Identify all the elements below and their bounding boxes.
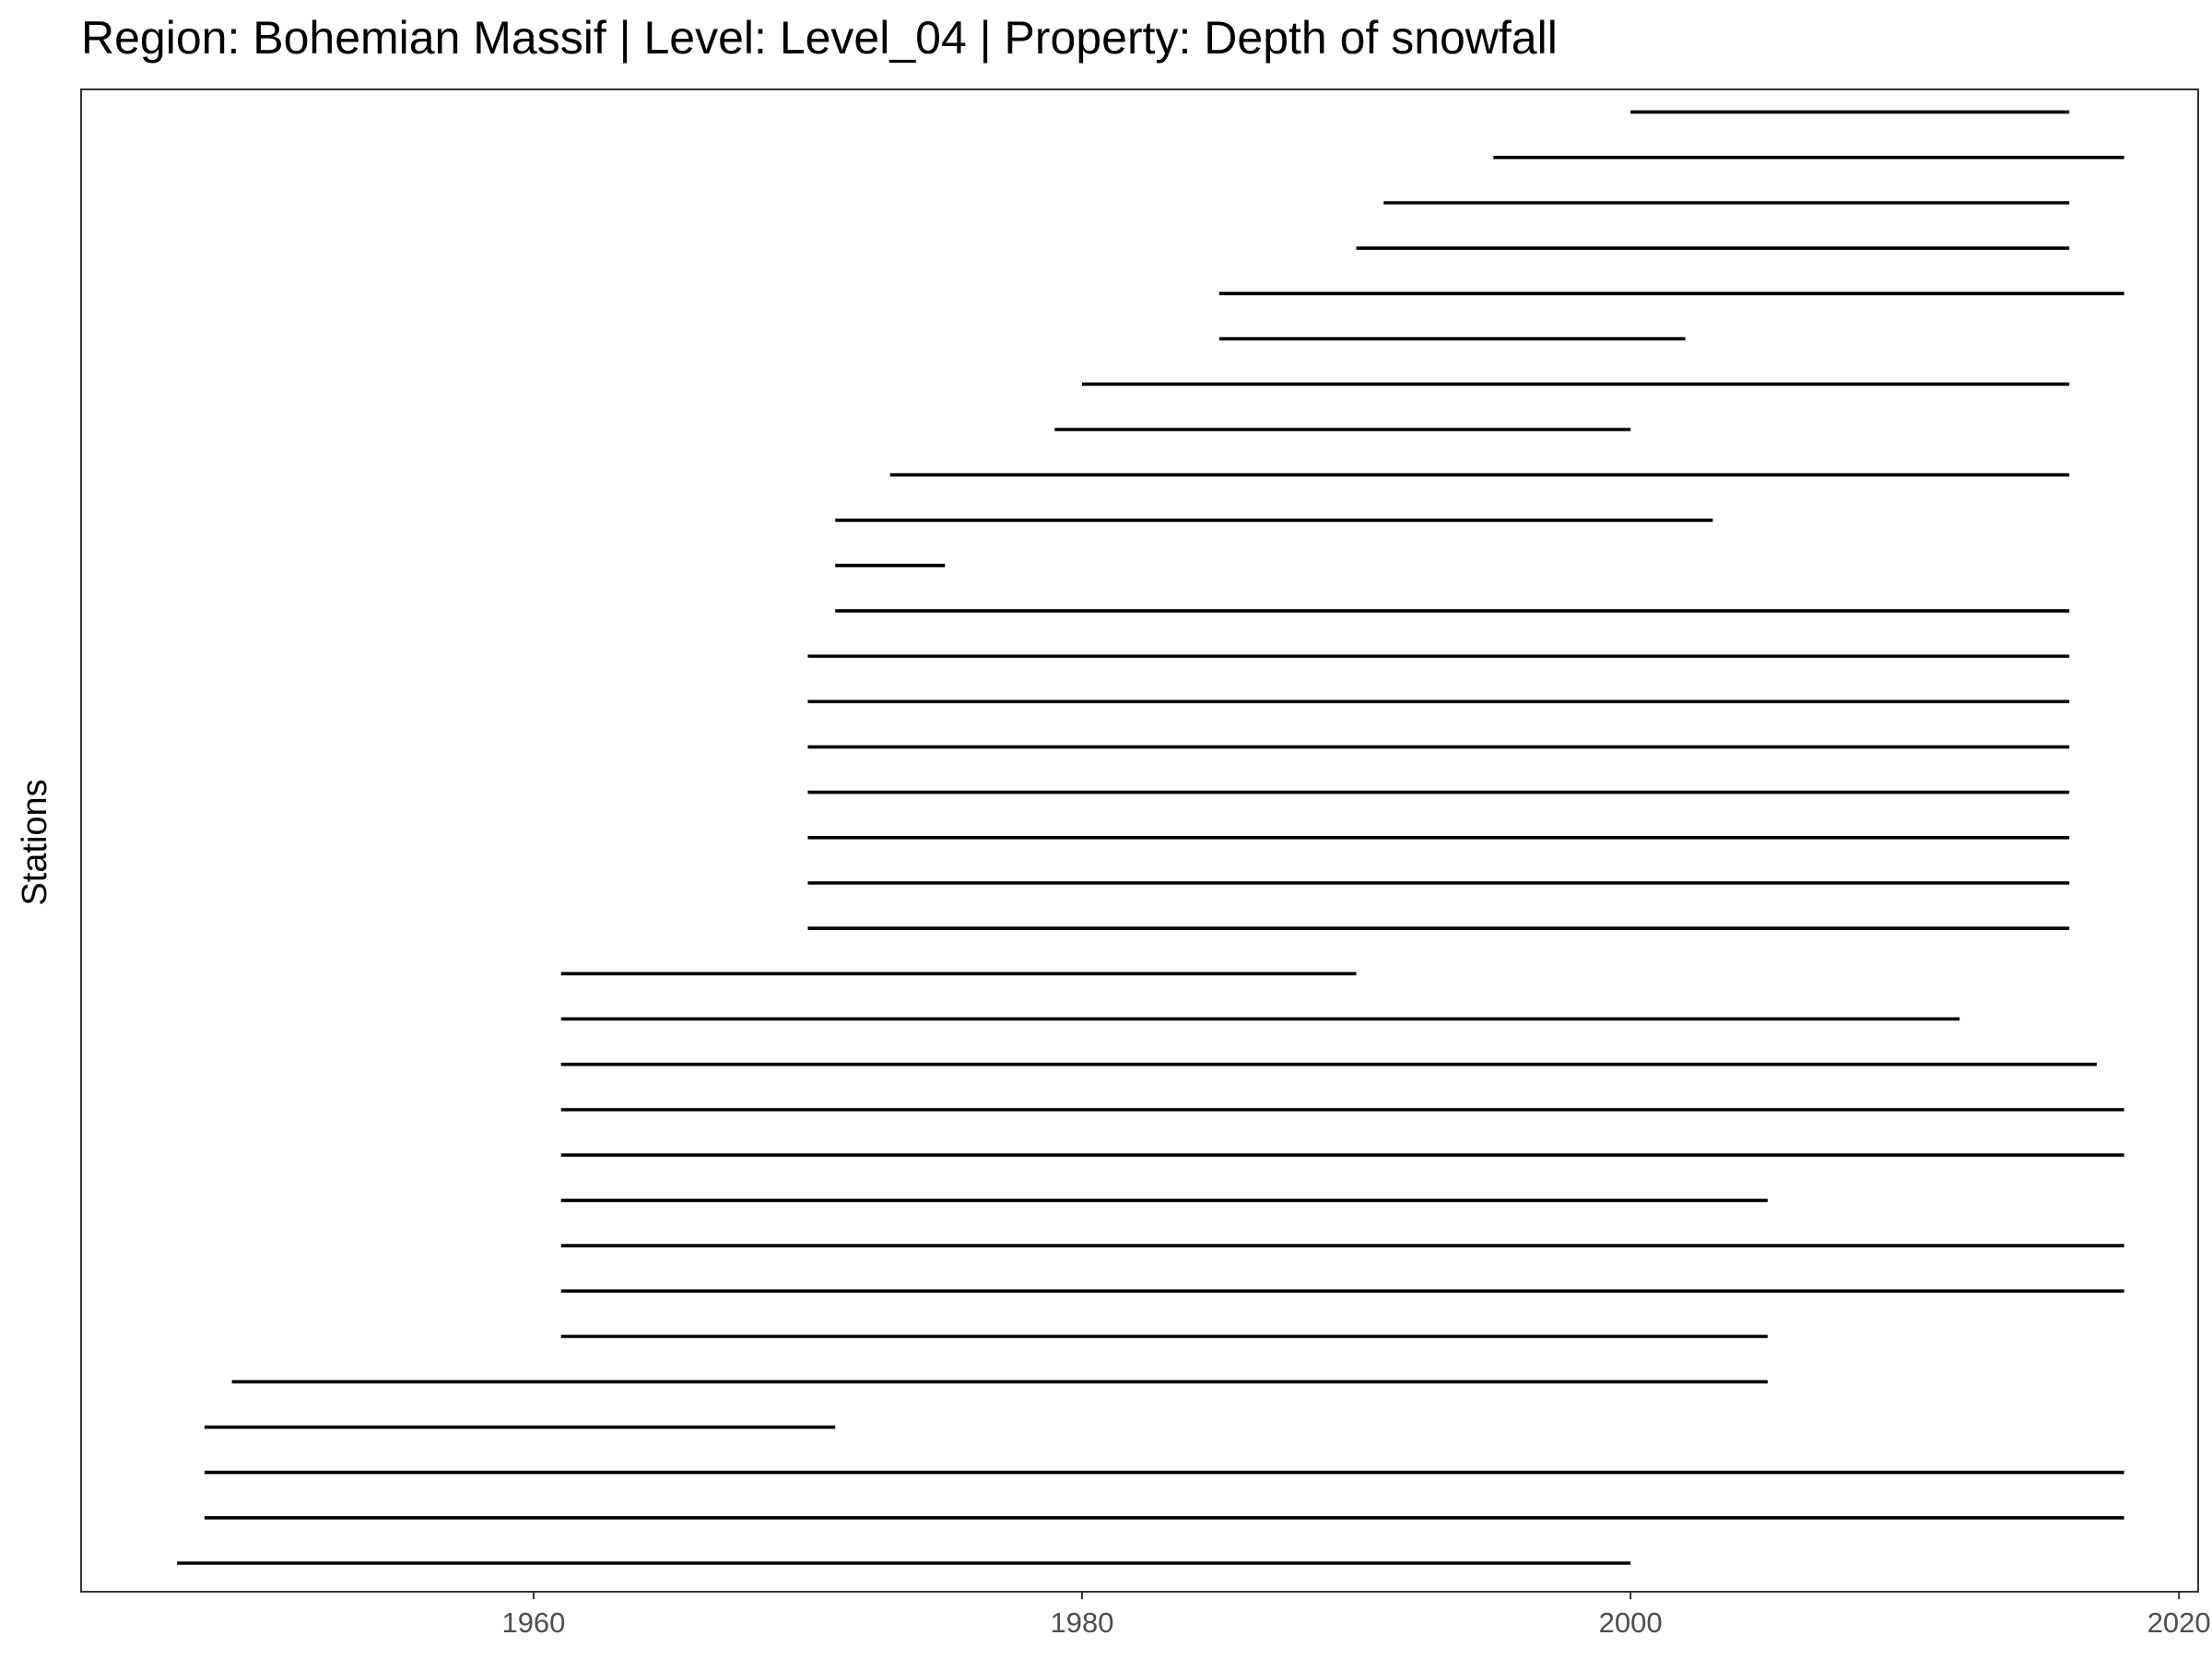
x-tick-label: 2000 (1599, 1606, 1663, 1639)
x-tick-label: 1980 (1051, 1606, 1114, 1639)
y-axis-label: Stations (16, 779, 54, 905)
segments-layer (177, 110, 2124, 1565)
plot-panel-border (80, 88, 2199, 1593)
x-tick-label: 1960 (501, 1606, 565, 1639)
chart-title: Region: Bohemian Massif | Level: Level_0… (81, 12, 1558, 64)
x-tick-label: 2020 (2147, 1606, 2211, 1639)
x-axis-ticks: 1960 1980 2000 2020 (501, 1592, 2211, 1639)
